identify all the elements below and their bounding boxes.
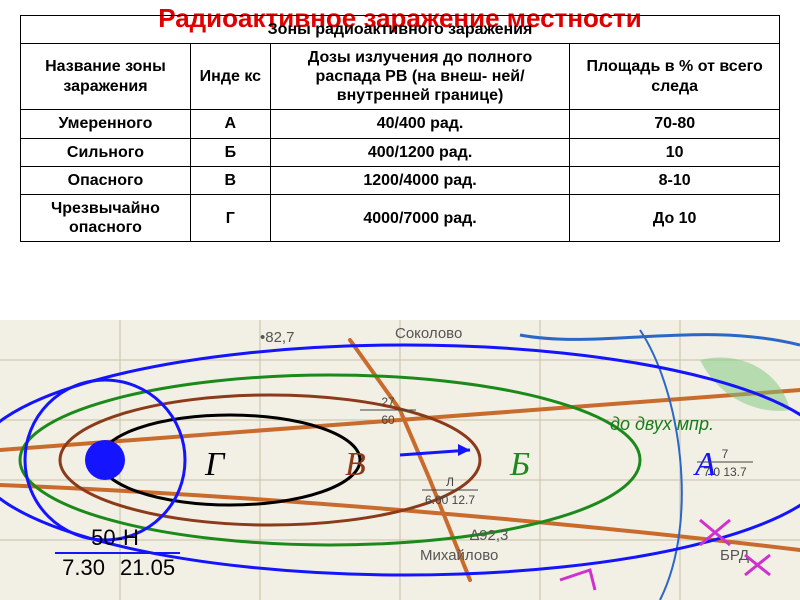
table-header-area: Площадь в % от всего следа <box>570 43 780 110</box>
fraction-bl: 7.30 <box>62 555 105 580</box>
cell-name: Умеренного <box>21 110 191 138</box>
table-row: Сильного Б 400/1200 рад. 10 <box>21 138 780 166</box>
cell-idx: А <box>190 110 270 138</box>
direction-arrow <box>400 444 470 456</box>
cell-name: Сильного <box>21 138 191 166</box>
cell-dose: 4000/7000 рад. <box>270 194 570 241</box>
map-river <box>520 335 800 345</box>
cell-idx: В <box>190 166 270 194</box>
epicenter-dot <box>85 440 125 480</box>
table-caption: Зоны радиоактивного заражения <box>21 15 780 43</box>
fraction-top: 50-Н <box>91 525 139 550</box>
svg-text:Л: Л <box>446 475 454 489</box>
zones-table: Зоны радиоактивного заражения Название з… <box>20 15 780 243</box>
zone-label-В: В <box>345 446 366 483</box>
fraction-br: 21.05 <box>120 555 175 580</box>
zones-diagram: ГВБА 2760Л6.00 12.777.0 13.7 Соколово•82… <box>0 320 800 600</box>
diagram-svg: ГВБА 2760Л6.00 12.777.0 13.7 Соколово•82… <box>0 320 800 600</box>
cell-dose: 40/400 рад. <box>270 110 570 138</box>
svg-text:7: 7 <box>722 447 729 461</box>
table-row: Чрезвычайно опасного Г 4000/7000 рад. До… <box>21 194 780 241</box>
map-label: Михайлово <box>420 547 498 564</box>
cell-idx: Г <box>190 194 270 241</box>
zone-label-Г: Г <box>204 446 226 483</box>
table-header-name: Название зоны заражения <box>21 43 191 110</box>
table-header-row: Название зоны заражения Инде кс Дозы изл… <box>21 43 780 110</box>
table-row: Опасного В 1200/4000 рад. 8-10 <box>21 166 780 194</box>
cell-dose: 1200/4000 рад. <box>270 166 570 194</box>
table-header-dose: Дозы излучения до полного распада РВ (на… <box>270 43 570 110</box>
cell-area: До 10 <box>570 194 780 241</box>
map-label: •82,7 <box>260 329 294 346</box>
table-row: Умеренного А 40/400 рад. 70-80 <box>21 110 780 138</box>
corner-annotation: до двух мпр. <box>610 414 714 434</box>
map-label: Соколово <box>395 325 462 342</box>
zone-label-Б: Б <box>509 446 530 483</box>
cell-dose: 400/1200 рад. <box>270 138 570 166</box>
svg-text:27: 27 <box>381 395 395 409</box>
cell-idx: Б <box>190 138 270 166</box>
svg-text:60: 60 <box>381 413 395 427</box>
cell-name: Опасного <box>21 166 191 194</box>
svg-text:7.0 13.7: 7.0 13.7 <box>703 465 747 479</box>
cell-area: 10 <box>570 138 780 166</box>
map-place-labels: Соколово•82,7Михайлово∆92,3БРД <box>260 325 749 564</box>
table-caption-row: Зоны радиоактивного заражения <box>21 15 780 43</box>
map-label: ∆92,3 <box>470 527 508 544</box>
cell-name: Чрезвычайно опасного <box>21 194 191 241</box>
svg-text:6.00 12.7: 6.00 12.7 <box>425 493 475 507</box>
zone-ellipse-Г <box>100 415 360 505</box>
cell-area: 8-10 <box>570 166 780 194</box>
table-header-idx: Инде кс <box>190 43 270 110</box>
cell-area: 70-80 <box>570 110 780 138</box>
